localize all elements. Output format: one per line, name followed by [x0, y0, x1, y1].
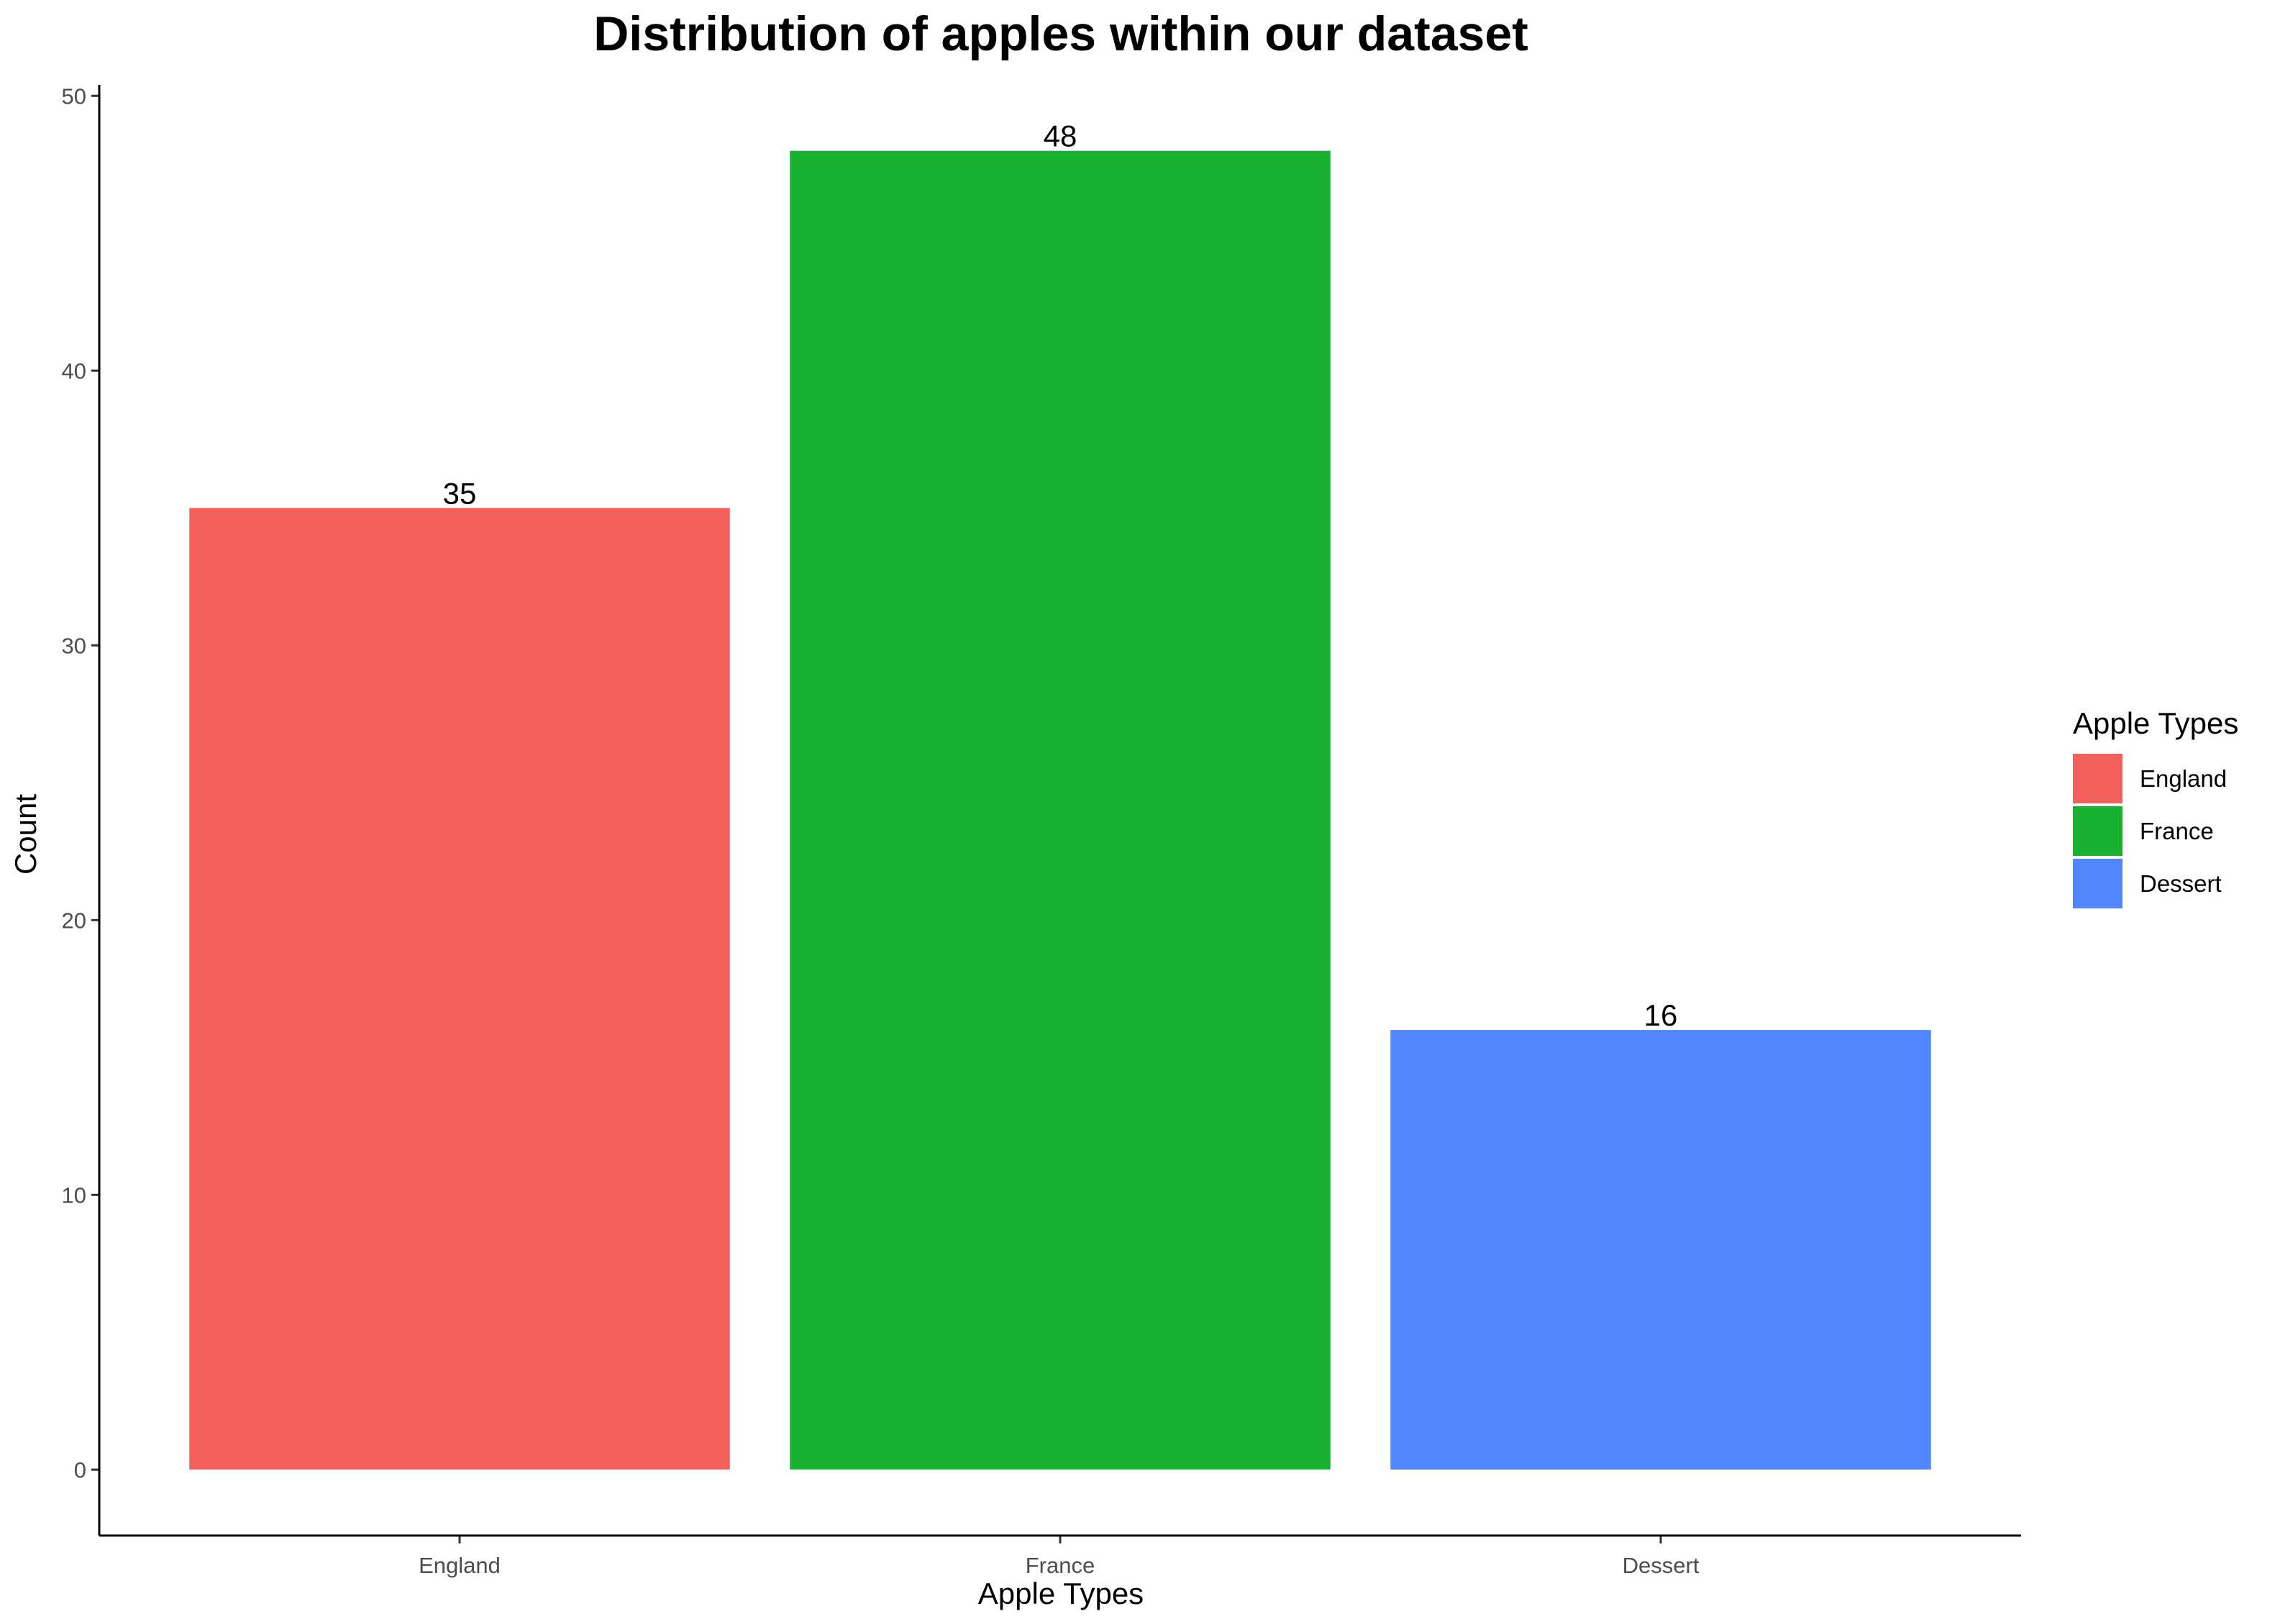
y-tick-label: 20: [62, 908, 86, 933]
data-label-dessert: 16: [1644, 998, 1678, 1032]
legend-title: Apple Types: [2073, 706, 2238, 740]
legend-label-dessert: Dessert: [2140, 870, 2222, 897]
data-label-france: 48: [1044, 119, 1077, 153]
legend-label-england: England: [2140, 765, 2227, 792]
legend-key-england: [2073, 754, 2122, 803]
bar-dessert: [1390, 1030, 1931, 1470]
legend: Apple Types England France Dessert: [2073, 706, 2238, 908]
legend-label-france: France: [2140, 818, 2214, 844]
chart-title: Distribution of apples within our datase…: [593, 6, 1528, 61]
x-tick-label-dessert: Dessert: [1623, 1553, 1700, 1578]
y-tick-label: 50: [62, 83, 86, 109]
y-tick-label: 40: [62, 358, 86, 383]
data-label-england: 35: [443, 476, 477, 510]
y-tick-label: 30: [62, 633, 86, 658]
x-axis-label: Apple Types: [978, 1577, 1144, 1610]
bar-france: [790, 150, 1331, 1470]
y-tick-label: 10: [62, 1182, 86, 1208]
x-tick-label-england: England: [419, 1553, 501, 1578]
bar-england: [189, 508, 730, 1470]
legend-key-dessert: [2073, 859, 2122, 908]
plot-area: 35 England 48 France 16 Dessert 0 10 20 30 40 50: [62, 83, 2021, 1578]
y-axis-label: Count: [9, 794, 42, 875]
x-tick-label-france: France: [1026, 1553, 1095, 1578]
y-tick-label: 0: [74, 1457, 86, 1482]
legend-key-france: [2073, 806, 2122, 856]
